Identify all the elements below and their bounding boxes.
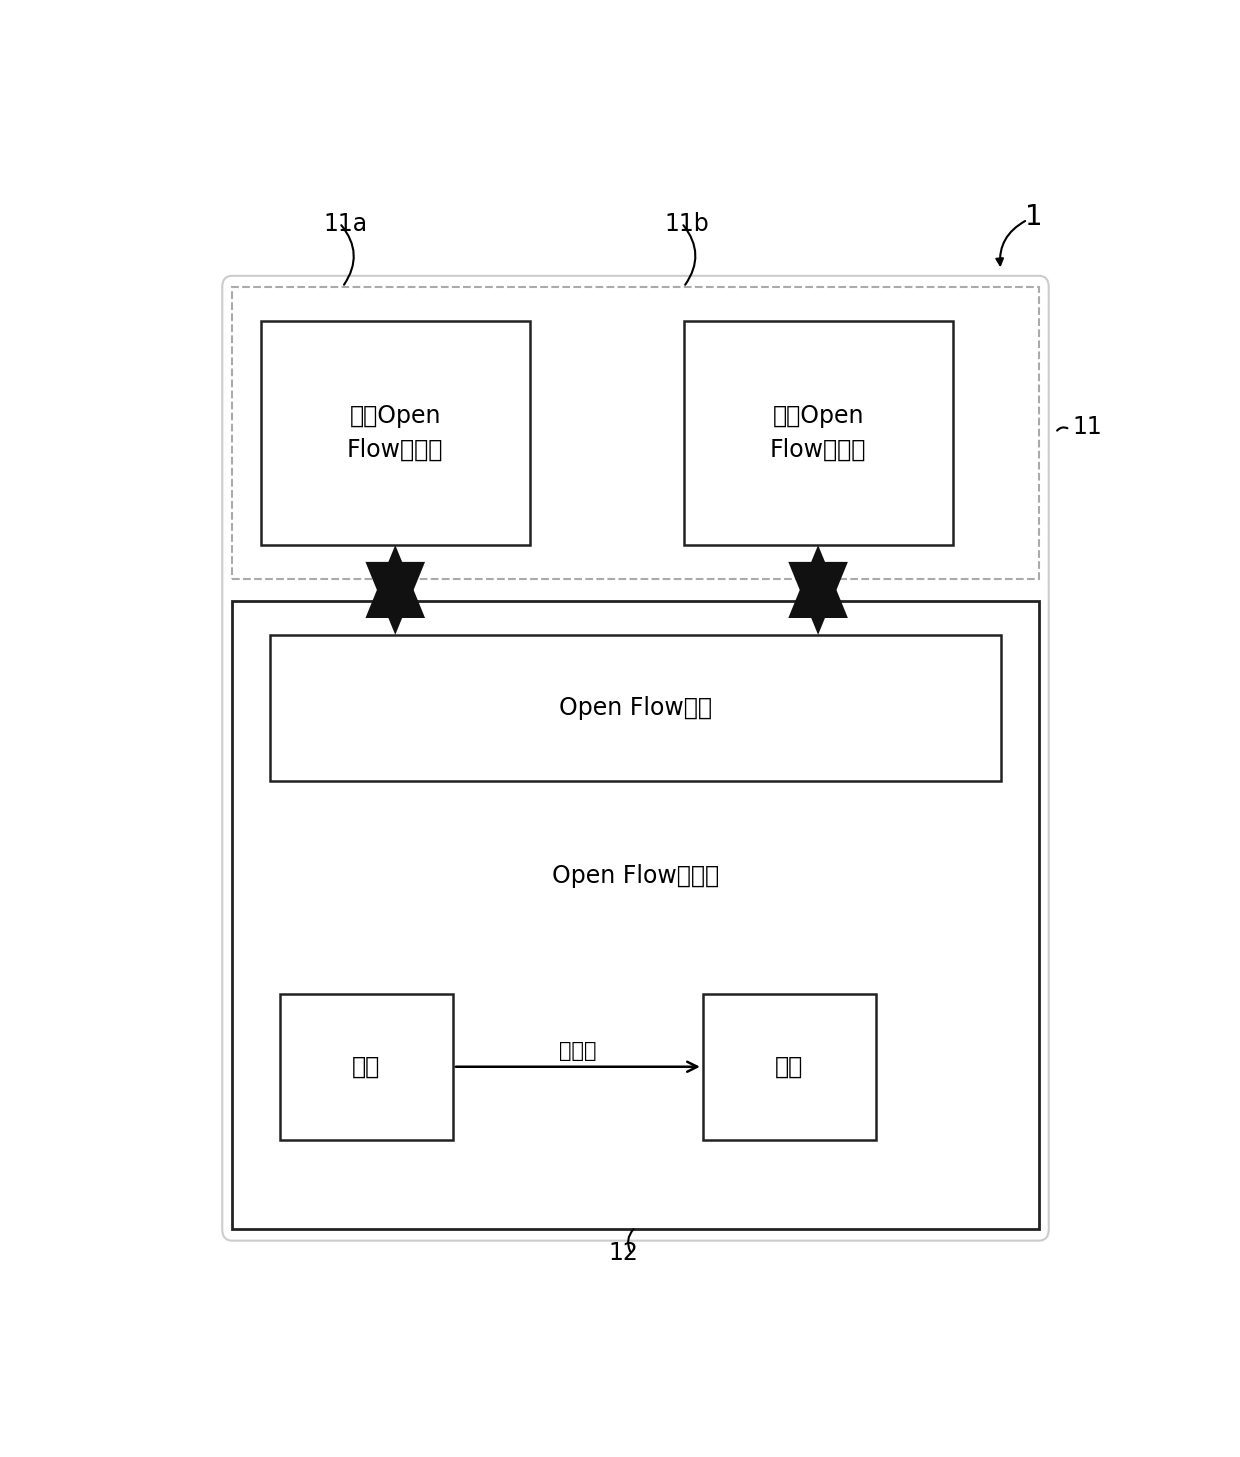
Text: 流表: 流表 bbox=[352, 1055, 381, 1078]
Text: 第一Open
Flow控制器: 第一Open Flow控制器 bbox=[347, 404, 444, 462]
Bar bbox=[232, 602, 1039, 1230]
Text: Open Flow通道: Open Flow通道 bbox=[559, 696, 712, 720]
Bar bbox=[383, 562, 408, 618]
Text: 流表: 流表 bbox=[775, 1055, 804, 1078]
Text: Open Flow交换机: Open Flow交换机 bbox=[552, 864, 719, 887]
Text: 11: 11 bbox=[1073, 415, 1102, 439]
Bar bbox=[270, 635, 1001, 781]
Text: 12: 12 bbox=[608, 1241, 637, 1265]
Polygon shape bbox=[366, 545, 425, 618]
Text: 流水线: 流水线 bbox=[559, 1042, 596, 1061]
Bar bbox=[260, 321, 529, 545]
Bar bbox=[280, 994, 453, 1139]
Polygon shape bbox=[789, 545, 848, 618]
Bar bbox=[806, 562, 831, 618]
Text: 11a: 11a bbox=[324, 211, 367, 236]
Polygon shape bbox=[366, 562, 425, 635]
FancyBboxPatch shape bbox=[222, 275, 1049, 1241]
Bar bbox=[703, 994, 875, 1139]
Polygon shape bbox=[789, 562, 848, 635]
Text: 1: 1 bbox=[1024, 203, 1043, 230]
Bar bbox=[683, 321, 952, 545]
Text: 第二Open
Flow控制器: 第二Open Flow控制器 bbox=[770, 404, 867, 462]
Bar bbox=[232, 287, 1039, 578]
Text: 11b: 11b bbox=[665, 211, 709, 236]
